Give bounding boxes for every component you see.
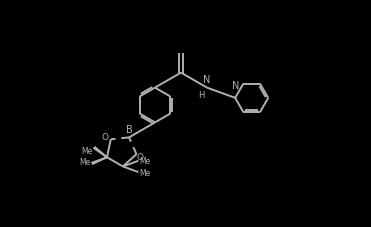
Text: Me: Me xyxy=(140,157,151,165)
Text: Me: Me xyxy=(81,147,92,155)
Text: Me: Me xyxy=(79,157,91,166)
Text: N: N xyxy=(203,74,211,84)
Text: H: H xyxy=(198,91,205,100)
Text: B: B xyxy=(126,125,132,135)
Text: N: N xyxy=(232,80,239,90)
Text: O: O xyxy=(101,132,108,141)
Text: O: O xyxy=(137,152,144,161)
Text: Me: Me xyxy=(140,168,151,177)
